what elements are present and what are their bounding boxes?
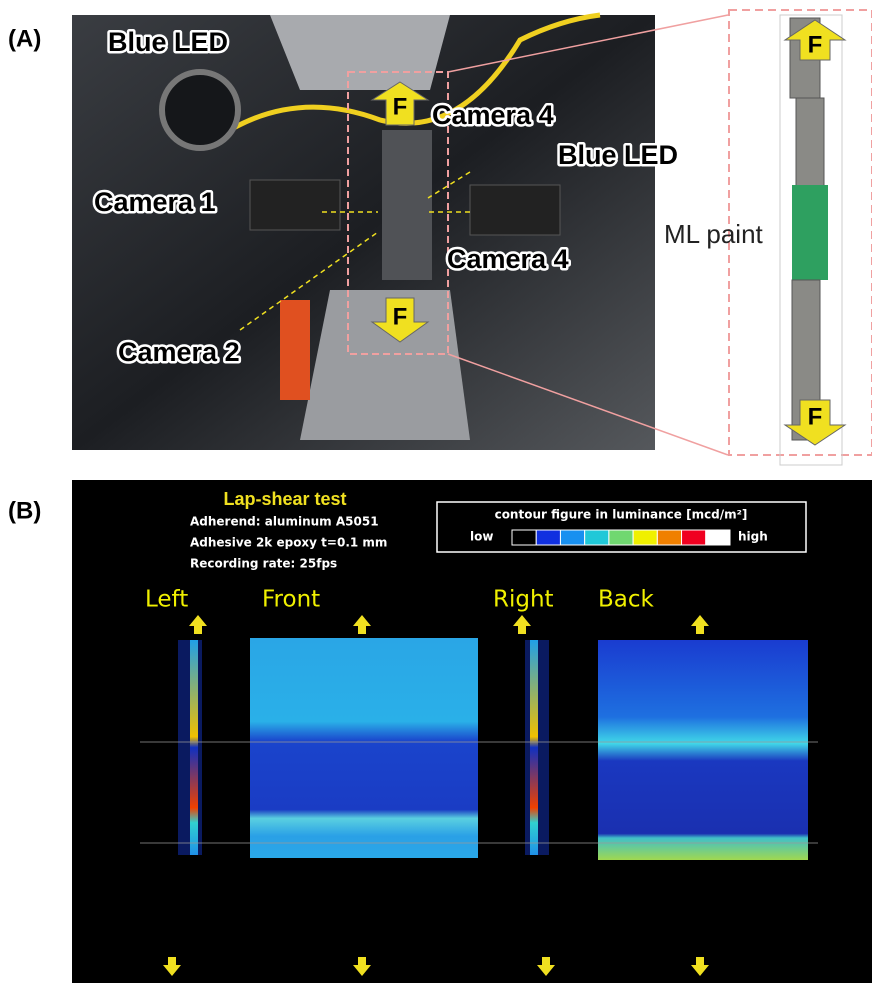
ring-led	[162, 72, 238, 148]
view-label: Right	[493, 587, 554, 613]
specimen	[382, 130, 432, 280]
legend-low: low	[470, 530, 493, 544]
view-label: Front	[262, 587, 320, 613]
panel-b: (B) Lap-shear test Adherend: aluminum A5…	[8, 480, 872, 983]
panel-a: (A) Blue LED Camera 4 Blue LED Camera 1 …	[8, 10, 872, 465]
back-view	[598, 640, 808, 860]
legend-swatch	[536, 530, 560, 545]
force-label: F	[393, 93, 408, 120]
callout: Camera 1	[94, 187, 216, 217]
legend-swatch	[560, 530, 584, 545]
legend-swatch	[706, 530, 730, 545]
figure: (A) Blue LED Camera 4 Blue LED Camera 1 …	[0, 0, 872, 983]
legend-swatch	[512, 530, 536, 545]
detail: Adhesive 2k epoxy t=0.1 mm	[190, 536, 387, 550]
grip	[300, 290, 470, 440]
callout: Camera 4	[447, 244, 569, 274]
right-view	[530, 640, 538, 855]
force-label: F	[808, 31, 823, 58]
callout: Blue LED	[558, 140, 678, 170]
sensor	[280, 300, 310, 400]
detail: Adherend: aluminum A5051	[190, 515, 379, 529]
test-title: Lap-shear test	[223, 489, 346, 509]
legend-high: high	[738, 530, 768, 544]
panel-label: (A)	[8, 25, 41, 52]
detail: Recording rate: 25fps	[190, 557, 337, 571]
legend-swatches	[512, 530, 730, 545]
view-label: Back	[598, 587, 655, 613]
camera	[250, 180, 340, 230]
panel-label: (B)	[8, 497, 41, 524]
callout: Camera 2	[118, 337, 240, 367]
camera	[470, 185, 560, 235]
legend-swatch	[657, 530, 681, 545]
grip	[270, 15, 450, 90]
left-view	[190, 640, 198, 855]
legend-title: contour figure in luminance [mcd/m²]	[495, 508, 748, 522]
force-label: F	[393, 303, 408, 330]
force-label: F	[808, 403, 823, 430]
callout: Blue LED	[108, 27, 228, 57]
legend-swatch	[609, 530, 633, 545]
ml-paint	[792, 185, 828, 280]
callout: Camera 4	[432, 100, 554, 130]
legend-swatch	[633, 530, 657, 545]
inset-label: ML paint	[664, 219, 764, 249]
front-view	[250, 638, 478, 858]
view-label: Left	[145, 587, 188, 613]
legend-swatch	[585, 530, 609, 545]
legend-swatch	[682, 530, 706, 545]
